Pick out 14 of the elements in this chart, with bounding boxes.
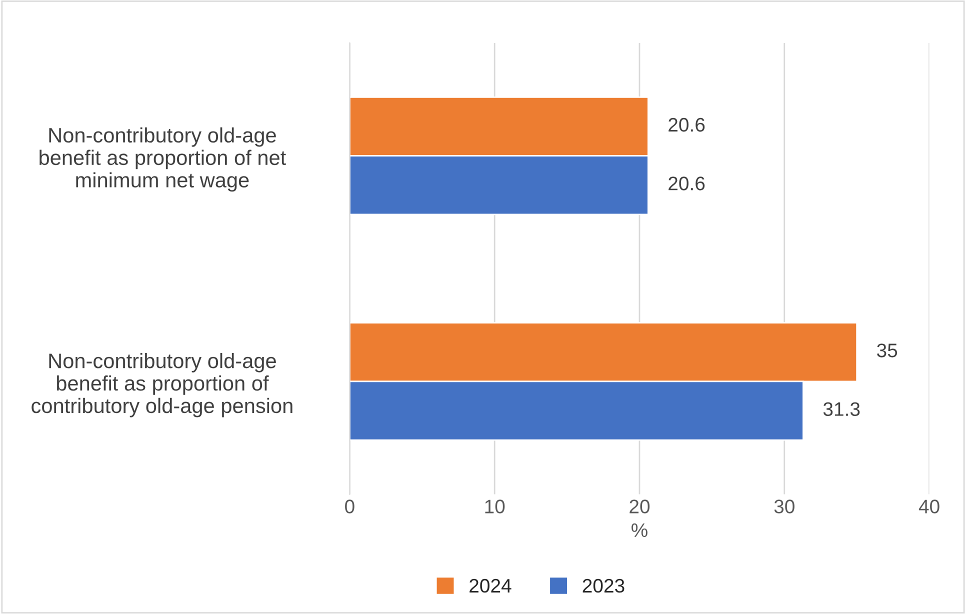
legend-label: 2024	[470, 578, 512, 593]
x-tick-label: 20	[630, 500, 650, 514]
x-tick-label: 0	[345, 500, 354, 514]
x-axis-title: %	[632, 523, 648, 538]
data-label: 35	[877, 344, 898, 358]
x-tick-label: 40	[918, 500, 940, 514]
legend-label: 2023	[582, 578, 624, 593]
y-tick-label: Non-contributory old-age benefit as proportion of net minimum net wage	[40, 127, 286, 192]
data-label: 20.6	[668, 176, 705, 190]
y-tick-label: Non-contributory old-age benefit as proportion of contributory old-age pension	[32, 352, 292, 418]
data-label: 20.6	[668, 118, 705, 132]
data-label: 31.3	[823, 402, 860, 416]
x-tick-label: 10	[485, 500, 505, 514]
x-tick-label: 30	[774, 500, 794, 514]
